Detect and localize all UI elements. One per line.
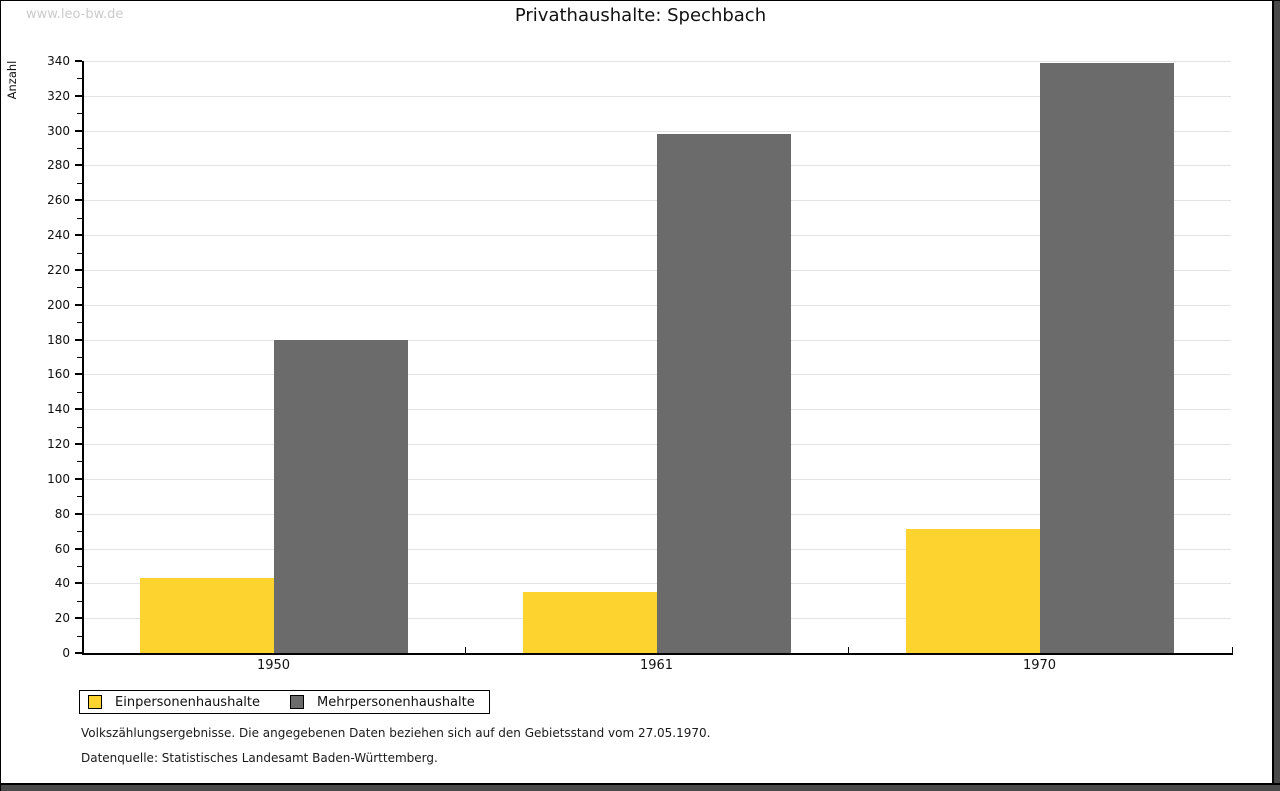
y-tick-label: 280 <box>47 158 70 173</box>
y-minor-tick <box>77 113 82 115</box>
legend-label: Mehrpersonenhaushalte <box>317 694 475 710</box>
y-axis <box>82 61 84 653</box>
y-major-tick <box>75 477 82 480</box>
y-minor-tick <box>77 391 82 393</box>
y-tick-label: 180 <box>47 332 70 347</box>
y-major-tick <box>75 94 82 97</box>
y-major-tick <box>75 652 82 654</box>
legend-label: Einpersonenhaushalte <box>115 694 260 710</box>
y-minor-tick <box>77 287 82 289</box>
bar-mehrpersonenhaushalte-1950 <box>273 339 408 653</box>
chart-title: Privathaushalte: Spechbach <box>514 5 767 26</box>
legend-swatch-icon <box>290 695 304 709</box>
y-minor-tick <box>77 148 82 150</box>
y-major-tick <box>75 373 82 376</box>
y-minor-tick <box>77 217 82 219</box>
y-major-tick <box>75 60 82 62</box>
y-major-tick <box>75 512 82 515</box>
y-minor-tick <box>77 78 82 80</box>
y-major-tick <box>75 617 82 620</box>
x-category-label: 1970 <box>1022 658 1057 673</box>
legend-item: Einpersonenhaushalte <box>88 695 260 710</box>
y-major-tick <box>75 338 82 341</box>
x-boundary-tick <box>465 647 466 653</box>
bar-einpersonenhaushalte-1961 <box>522 592 657 653</box>
bar-einpersonenhaushalte-1950 <box>139 578 274 653</box>
y-major-tick <box>75 408 82 411</box>
x-axis <box>82 653 1233 655</box>
y-minor-tick <box>77 600 82 602</box>
y-gridline <box>82 61 1231 62</box>
y-tick-label: 340 <box>47 54 70 68</box>
y-major-tick <box>75 443 82 446</box>
y-minor-tick <box>77 565 82 567</box>
legend-swatch-icon <box>88 695 102 709</box>
y-major-tick <box>75 582 82 585</box>
bar-einpersonenhaushalte-1970 <box>905 529 1040 653</box>
y-minor-tick <box>77 426 82 428</box>
y-minor-tick <box>77 182 82 184</box>
y-minor-tick <box>77 322 82 324</box>
y-minor-tick <box>77 531 82 533</box>
legend-item: Mehrpersonenhaushalte <box>290 695 475 710</box>
y-axis-title: Anzahl <box>5 60 19 100</box>
y-major-tick <box>75 129 82 132</box>
y-major-tick <box>75 268 82 271</box>
y-minor-tick <box>77 496 82 498</box>
x-category-label: 1961 <box>639 658 674 673</box>
footnote-source-note: Volkszählungsergebnisse. Die angegebenen… <box>81 726 711 740</box>
watermark: www.leo-bw.de <box>26 7 124 22</box>
y-tick-label: 320 <box>47 88 70 103</box>
footnote-data-source: Datenquelle: Statistisches Landesamt Bad… <box>81 751 438 765</box>
y-tick-label: 260 <box>47 193 70 208</box>
y-tick-label: 60 <box>54 541 70 556</box>
bar-mehrpersonenhaushalte-1970 <box>1039 62 1174 653</box>
y-gridline <box>82 130 1231 132</box>
x-end-tick <box>1232 647 1233 653</box>
y-minor-tick <box>77 357 82 358</box>
y-tick-label: 160 <box>47 367 70 382</box>
y-minor-tick <box>77 252 82 254</box>
y-tick-label: 20 <box>54 611 70 626</box>
y-minor-tick <box>77 635 82 637</box>
y-tick-label: 120 <box>47 437 70 452</box>
y-gridline <box>82 95 1231 97</box>
y-tick-label: 80 <box>54 506 70 521</box>
y-tick-label: 40 <box>54 576 70 591</box>
y-minor-tick <box>77 461 82 463</box>
y-tick-label: 240 <box>47 228 70 243</box>
y-major-tick <box>75 199 82 202</box>
bar-mehrpersonenhaushalte-1961 <box>656 134 791 653</box>
y-tick-label: 100 <box>47 471 70 486</box>
x-category-label: 1950 <box>256 658 291 673</box>
frame-shadow-right <box>1272 1 1280 791</box>
y-tick-label: 0 <box>62 646 70 660</box>
y-tick-label: 200 <box>47 297 70 312</box>
frame-shadow-bottom <box>1 783 1280 791</box>
y-major-tick <box>75 164 82 167</box>
y-major-tick <box>75 303 82 306</box>
legend-box: Einpersonenhaushalte Mehrpersonenhaushalt… <box>79 690 490 714</box>
x-boundary-tick <box>848 647 849 653</box>
y-tick-label: 300 <box>47 123 70 138</box>
y-tick-label: 140 <box>47 402 70 417</box>
y-major-tick <box>75 547 82 550</box>
y-major-tick <box>75 234 82 237</box>
y-tick-label: 220 <box>47 262 70 277</box>
